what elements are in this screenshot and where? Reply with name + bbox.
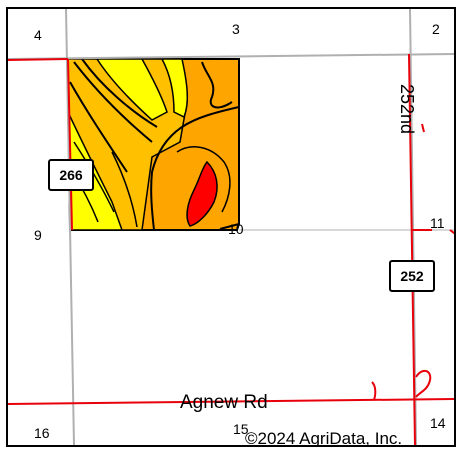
soil-contour-creek [150,106,240,231]
soil-contour-7 [201,61,233,109]
roads [8,53,454,445]
section-number-9: 9 [34,227,42,243]
section-number-4: 4 [34,27,42,43]
route-shield-266-label: 266 [59,167,83,183]
road-252nd [408,53,416,445]
section-number-3: 3 [232,21,240,37]
section-lines [8,9,454,445]
section-line-west [65,9,75,445]
section-line-east [409,9,417,445]
soil-contour-3 [81,58,158,128]
road-tick-agnew [371,381,377,401]
section-line-north [8,53,454,60]
section-number-10: 10 [228,221,244,237]
road-266 [67,58,73,231]
soil-zone-yellow-3 [160,58,189,119]
route-shield-266: 266 [48,159,94,191]
soil-map-frame: 4 3 2 9 10 11 16 15 14 252nd Agnew Rd 26… [6,7,456,447]
field-soil-polygons [66,58,240,231]
section-number-16: 16 [34,425,50,441]
road-tick-east-11 [449,229,454,235]
route-shield-252-label: 252 [400,268,424,284]
section-number-11: 11 [430,215,445,231]
section-number-14: 14 [430,415,446,431]
road-north-west-segment [8,58,69,61]
road-label-252nd: 252nd [397,84,417,134]
route-shield-252: 252 [389,260,435,292]
road-tick-252nd-upper [421,123,425,133]
section-number-15: 15 [233,421,249,437]
soil-contour-4 [73,141,115,213]
copyright-text: ©2024 AgriData, Inc. [245,429,402,445]
soil-contour-8 [176,146,231,213]
road-label-agnew: Agnew Rd [180,392,268,413]
soil-contour-1 [73,61,153,143]
soil-map: 4 3 2 9 10 11 16 15 14 252nd Agnew Rd 26… [8,9,454,445]
soil-contour-2 [69,81,128,173]
soil-contour-6 [111,151,138,228]
road-curve-south [415,369,432,398]
section-number-2: 2 [432,21,440,37]
road-agnew [8,398,454,405]
soil-zone-red [186,160,218,227]
section-numbers: 4 3 2 9 10 11 16 15 14 [34,21,446,441]
soil-zone-yellow-2 [95,58,168,121]
field-south-edge-extension [219,223,240,230]
